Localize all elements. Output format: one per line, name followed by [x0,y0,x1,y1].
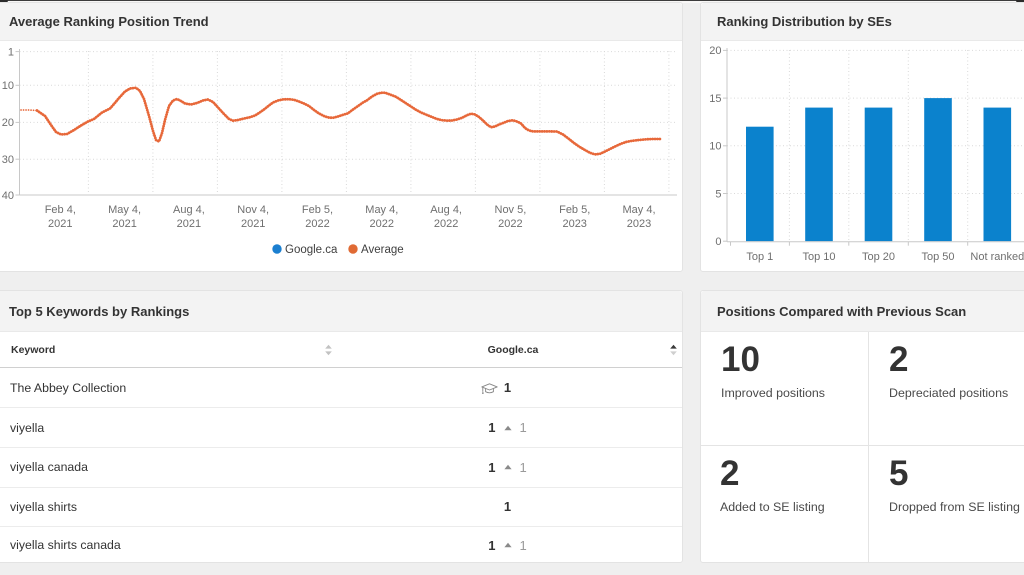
svg-text:May 4,: May 4, [622,204,655,216]
svg-text:1: 1 [8,46,14,58]
svg-text:10: 10 [709,141,721,153]
svg-text:0: 0 [715,236,721,248]
svg-text:Not ranked: Not ranked [970,251,1024,263]
svg-text:30: 30 [2,154,14,166]
svg-text:2021: 2021 [48,218,72,230]
svg-text:Average: Average [361,244,404,256]
svg-text:Aug 4,: Aug 4, [430,204,462,216]
svg-text:May 4,: May 4, [108,204,141,216]
svg-text:40: 40 [2,190,14,202]
svg-text:Top 20: Top 20 [862,251,895,263]
svg-text:2022: 2022 [434,218,458,230]
svg-text:Aug 4,: Aug 4, [173,204,205,216]
svg-text:2021: 2021 [177,218,201,230]
svg-text:Nov 5,: Nov 5, [495,204,527,216]
svg-text:Top 50: Top 50 [921,251,954,263]
svg-text:2023: 2023 [627,218,651,230]
svg-text:2022: 2022 [370,218,394,230]
svg-text:2022: 2022 [498,218,522,230]
svg-text:Nov 4,: Nov 4, [237,204,269,216]
svg-text:20: 20 [709,45,721,57]
svg-text:Feb 4,: Feb 4, [45,204,76,216]
svg-text:Feb 5,: Feb 5, [302,204,333,216]
svg-text:2021: 2021 [241,218,265,230]
svg-text:2021: 2021 [112,218,136,230]
svg-text:Top 1: Top 1 [746,251,773,263]
svg-text:Google.ca: Google.ca [285,244,338,256]
svg-text:Feb 5,: Feb 5, [559,204,590,216]
svg-text:5: 5 [715,188,721,200]
svg-text:20: 20 [2,117,14,129]
svg-text:2022: 2022 [305,218,329,230]
svg-text:10: 10 [2,80,14,92]
svg-text:May 4,: May 4, [365,204,398,216]
svg-text:2023: 2023 [562,218,586,230]
svg-text:Top 10: Top 10 [802,251,835,263]
svg-text:15: 15 [709,93,721,105]
